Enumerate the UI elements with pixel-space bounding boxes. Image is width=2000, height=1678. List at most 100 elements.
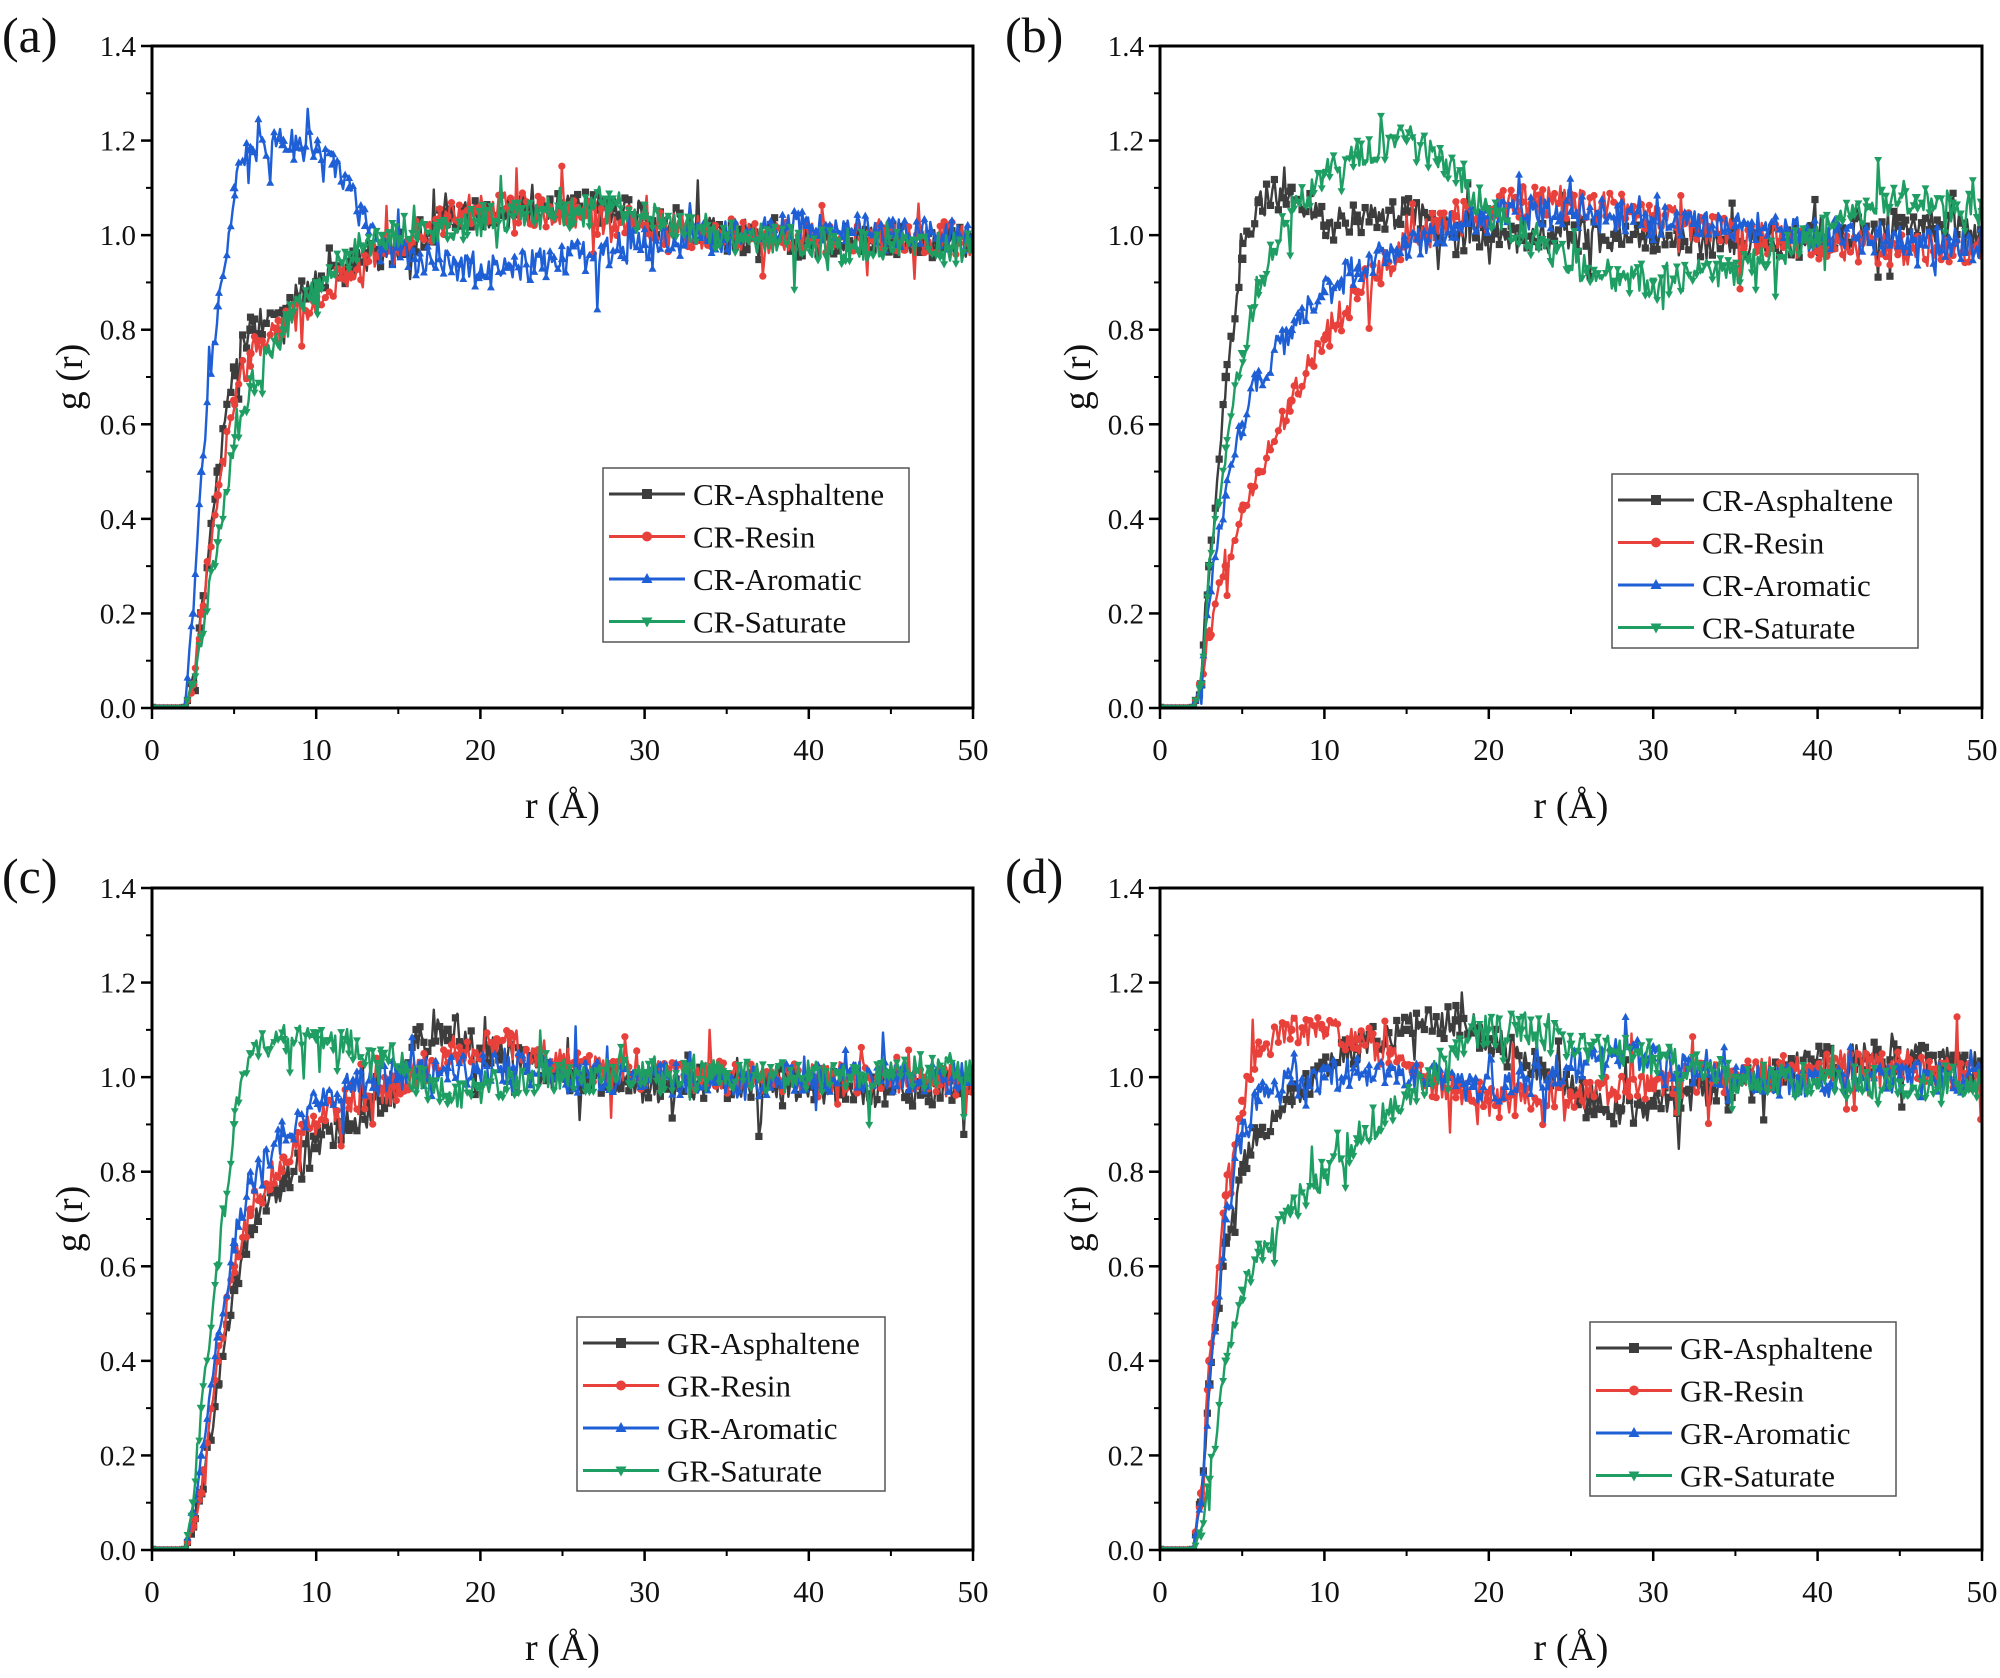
data-point <box>250 1186 259 1194</box>
data-point <box>1625 1092 1634 1101</box>
y-tick-label: 1.0 <box>100 1062 136 1094</box>
data-point <box>1258 1123 1267 1131</box>
data-point <box>1665 223 1673 231</box>
data-point <box>1586 279 1595 287</box>
data-point <box>601 195 610 203</box>
data-point <box>1507 1088 1516 1096</box>
y-tick-label: 1.4 <box>100 873 137 905</box>
data-point <box>306 1164 314 1172</box>
data-point <box>1408 1065 1417 1073</box>
y-tick-label: 0.0 <box>1108 693 1144 725</box>
data-point <box>597 199 606 207</box>
data-point <box>1905 1090 1914 1098</box>
data-point <box>1941 252 1950 260</box>
data-point <box>1913 1093 1922 1101</box>
data-point <box>1235 1114 1243 1123</box>
data-point <box>1759 224 1768 232</box>
data-point <box>1345 269 1354 277</box>
data-point <box>412 271 420 279</box>
data-point <box>222 250 231 259</box>
data-point <box>443 1101 452 1109</box>
data-point <box>1901 188 1910 196</box>
data-point <box>1333 279 1342 287</box>
data-point <box>825 227 834 235</box>
data-point <box>1826 244 1835 253</box>
data-point <box>754 1092 763 1100</box>
data-point <box>1262 1242 1271 1250</box>
data-point-key <box>1484 208 1494 217</box>
data-point <box>455 1038 463 1046</box>
data-point <box>416 1058 424 1066</box>
data-point <box>916 1051 925 1059</box>
y-axis-label: g (r) <box>49 1186 91 1252</box>
legend-label: CR-Saturate <box>1702 611 1855 646</box>
data-point <box>534 1083 543 1092</box>
x-tick-label: 0 <box>144 1574 160 1609</box>
data-point <box>1909 202 1918 210</box>
data-point-key <box>1730 264 1741 274</box>
data-point <box>609 195 618 203</box>
data-point <box>1960 1090 1969 1098</box>
data-point <box>506 203 515 211</box>
data-point <box>1846 1042 1855 1050</box>
data-point <box>948 216 956 224</box>
data-point <box>380 242 389 250</box>
data-point <box>1578 1072 1587 1080</box>
data-point <box>364 233 373 242</box>
data-point <box>1235 283 1243 292</box>
data-point <box>1597 274 1606 282</box>
data-point <box>944 246 953 254</box>
data-point <box>349 1056 357 1065</box>
data-point <box>1838 1088 1847 1096</box>
data-point <box>1878 1087 1887 1095</box>
data-point <box>345 265 353 274</box>
data-point <box>1886 261 1894 269</box>
data-point <box>1424 235 1433 243</box>
data-point <box>1519 1013 1527 1021</box>
data-point <box>1294 1212 1303 1221</box>
data-point <box>199 602 207 610</box>
data-point <box>546 1057 554 1065</box>
data-point <box>1219 400 1227 409</box>
data-point-key <box>557 1073 568 1083</box>
data-point <box>333 156 342 164</box>
data-point <box>333 1089 342 1098</box>
data-point <box>553 202 562 210</box>
data-point-key <box>1616 1106 1625 1115</box>
data-point <box>814 1066 822 1074</box>
data-point <box>1688 277 1697 285</box>
data-point-key <box>508 1062 518 1072</box>
data-point <box>573 1088 582 1096</box>
data-point <box>1657 1105 1665 1113</box>
data-point <box>762 226 771 234</box>
data-point <box>368 1047 377 1056</box>
x-tick-label: 50 <box>958 1574 989 1609</box>
x-axis-label: r (Å) <box>525 785 600 827</box>
data-point <box>1282 1021 1290 1029</box>
data-point <box>1554 1028 1563 1036</box>
data-point <box>936 1094 944 1102</box>
data-point <box>1680 1071 1689 1080</box>
data-point <box>1444 175 1452 183</box>
data-point <box>1432 216 1440 224</box>
data-point <box>223 400 231 408</box>
data-point <box>1913 205 1922 213</box>
data-point <box>1791 227 1800 235</box>
data-point-key <box>1352 151 1362 160</box>
data-point <box>1235 1176 1243 1184</box>
data-point <box>1704 1062 1713 1070</box>
data-point <box>1361 203 1369 212</box>
data-point <box>404 235 413 244</box>
data-point <box>1408 134 1417 142</box>
data-point <box>1629 1040 1638 1048</box>
data-point <box>928 1101 936 1109</box>
data-point <box>325 1037 334 1045</box>
data-point <box>829 1075 838 1083</box>
data-point <box>912 217 921 225</box>
data-point <box>207 369 216 377</box>
data-point <box>1740 244 1748 253</box>
data-point-key <box>229 396 239 405</box>
data-point <box>486 283 495 291</box>
data-point <box>1724 1096 1733 1104</box>
data-point <box>1452 1001 1460 1010</box>
